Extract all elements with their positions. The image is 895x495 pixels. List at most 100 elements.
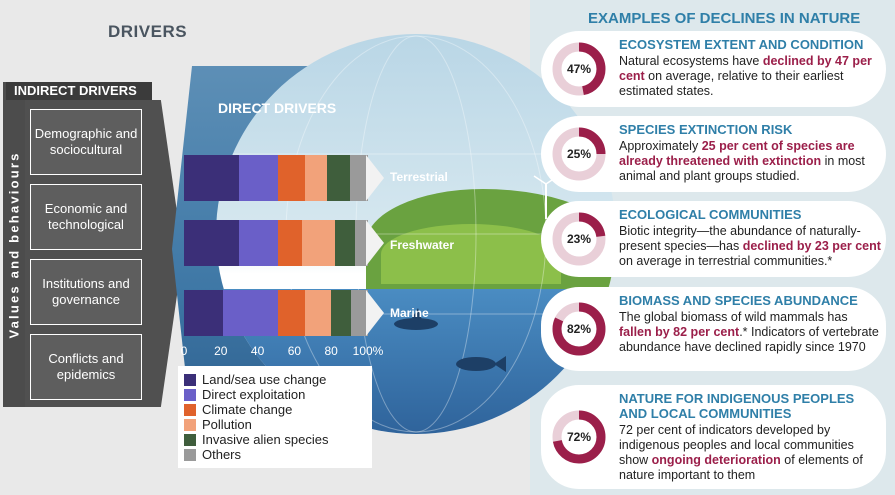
donut-chart: 82% (551, 301, 607, 357)
values-behaviours-label: Values and behaviours (6, 151, 22, 339)
x-tick-label: 40 (250, 344, 265, 358)
card-body: Biotic integrity—the abundance of natura… (619, 224, 881, 269)
card-body-text: Natural ecosystems have (619, 54, 763, 68)
card-body-highlight: declined by 47 per cent (619, 54, 872, 83)
x-tick-label: 80 (324, 344, 338, 358)
donut-arc (552, 127, 606, 181)
bar-segment-pollution (305, 155, 328, 201)
card-body-text: Biotic integrity—the abundance of natura… (619, 224, 861, 253)
bar-segment-pollution (305, 290, 332, 336)
legend-swatch (184, 373, 196, 386)
card-body: Approximately 25 per cent of species are… (619, 139, 881, 184)
legend-label: Direct exploitation (202, 387, 306, 402)
example-card-indigenous: 72% NATURE FOR INDIGENOUS PEOPLES AND LO… (541, 385, 886, 489)
indirect-driver-institutions: Institutions and governance (30, 259, 142, 325)
biome-label-terrestrial: Terrestrial (390, 170, 448, 184)
bar-segment-land-sea-use-change (184, 290, 223, 336)
x-tick-label: 20 (214, 344, 228, 358)
card-body-highlight: 25 per cent of species are already threa… (619, 139, 855, 168)
legend-swatch (184, 433, 196, 446)
bar-segment-direct-exploitation (222, 290, 278, 336)
donut-chart: 23% (551, 211, 607, 267)
bar-segment-invasive-alien-species (331, 290, 352, 336)
example-card-biomass: 82% BIOMASS AND SPECIES ABUNDANCE The gl… (541, 287, 886, 371)
donut-percent-label: 23% (566, 232, 592, 246)
stacked-bar-marine (184, 290, 368, 336)
card-body-text: on average in terrestrial communities.* (619, 254, 833, 268)
example-card-ecological-communities: 23% ECOLOGICAL COMMUNITIES Biotic integr… (541, 201, 886, 277)
example-card-ecosystem-extent: 47% ECOSYSTEM EXTENT AND CONDITION Natur… (541, 31, 886, 107)
values-behaviours-band (3, 82, 25, 407)
x-tick-label: 0 (180, 344, 188, 358)
legend-swatch (184, 418, 196, 431)
donut-chart: 72% (551, 409, 607, 465)
donut-arc (552, 302, 606, 356)
bar-segment-pollution (301, 220, 335, 266)
example-card-extinction-risk: 25% SPECIES EXTINCTION RISK Approximatel… (541, 116, 886, 192)
bar-segment-climate-change (277, 290, 306, 336)
x-tick-label: 60 (287, 344, 302, 358)
legend-item: Pollution (184, 417, 366, 432)
card-body-text: Approximately (619, 139, 702, 153)
legend-item: Others (184, 447, 366, 462)
card-body-text: of elements of nature important to them (619, 453, 863, 482)
stacked-bar-terrestrial (184, 155, 368, 201)
donut-arc (552, 42, 606, 96)
biome-label-freshwater: Freshwater (390, 238, 455, 252)
legend-swatch (184, 448, 196, 461)
legend-label: Others (202, 447, 242, 462)
card-body-text: on average, relative to their earliest e… (619, 69, 844, 98)
card-body-highlight: fallen by 82 per cent (619, 325, 740, 339)
donut-arc (552, 410, 606, 464)
indirect-driver-economic: Economic and technological (30, 184, 142, 250)
bar-segment-direct-exploitation (239, 220, 278, 266)
card-body: Natural ecosystems have declined by 47 p… (619, 54, 881, 99)
card-title: ECOLOGICAL COMMUNITIES (619, 207, 802, 222)
legend-item: Direct exploitation (184, 387, 366, 402)
chart-legend: Land/sea use change Direct exploitation … (178, 366, 372, 468)
indirect-drivers-header: INDIRECT DRIVERS (6, 82, 152, 100)
bar-segment-climate-change (277, 155, 306, 201)
legend-label: Climate change (202, 402, 293, 417)
biome-label-marine: Marine (390, 306, 429, 320)
legend-label: Land/sea use change (202, 372, 327, 387)
drivers-title: DRIVERS (108, 22, 188, 41)
examples-title: EXAMPLES OF DECLINES IN NATURE (588, 10, 861, 27)
card-body-text: .* Indicators of vertebrate abundance ha… (619, 325, 879, 354)
donut-percent-label: 47% (566, 62, 592, 76)
bar-segment-others (355, 220, 368, 266)
direct-drivers-title: DIRECT DRIVERS (218, 100, 337, 116)
card-title: SPECIES EXTINCTION RISK (619, 122, 793, 137)
card-body-text: 72 per cent of indicators developed by i… (619, 423, 854, 467)
card-body: 72 per cent of indicators developed by i… (619, 423, 881, 483)
card-title: NATURE FOR INDIGENOUS PEOPLES AND LOCAL … (619, 391, 855, 421)
bar-segment-others (349, 155, 368, 201)
card-body-highlight: ongoing deterioration (651, 453, 781, 467)
legend-item: Invasive alien species (184, 432, 366, 447)
legend-label: Pollution (202, 417, 252, 432)
bar-segment-climate-change (277, 220, 302, 266)
stacked-bar-freshwater (184, 220, 368, 266)
bar-segment-others (351, 290, 368, 336)
legend-swatch (184, 388, 196, 401)
bar-segment-land-sea-use-change (184, 155, 240, 201)
donut-chart: 25% (551, 126, 607, 182)
bar-segment-invasive-alien-species (327, 155, 350, 201)
x-tick-label: 100% (352, 344, 384, 358)
card-title: ECOSYSTEM EXTENT AND CONDITION (619, 37, 864, 52)
donut-percent-label: 72% (566, 430, 592, 444)
fish-icon (456, 356, 506, 372)
bar-segment-land-sea-use-change (184, 220, 240, 266)
card-title: BIOMASS AND SPECIES ABUNDANCE (619, 293, 858, 308)
legend-item: Land/sea use change (184, 372, 366, 387)
donut-percent-label: 25% (566, 147, 592, 161)
legend-swatch (184, 403, 196, 416)
card-body-highlight: declined by 23 per cent (742, 239, 881, 253)
legend-item: Climate change (184, 402, 366, 417)
bar-segment-direct-exploitation (239, 155, 278, 201)
donut-arc (552, 212, 606, 266)
x-axis-tick-labels: 0 20 40 60 80 100% (180, 344, 384, 360)
indirect-driver-demographic: Demographic and sociocultural (30, 109, 142, 175)
card-body-text: The global biomass of wild mammals has (619, 310, 848, 324)
indirect-driver-conflicts: Conflicts and epidemics (30, 334, 142, 400)
